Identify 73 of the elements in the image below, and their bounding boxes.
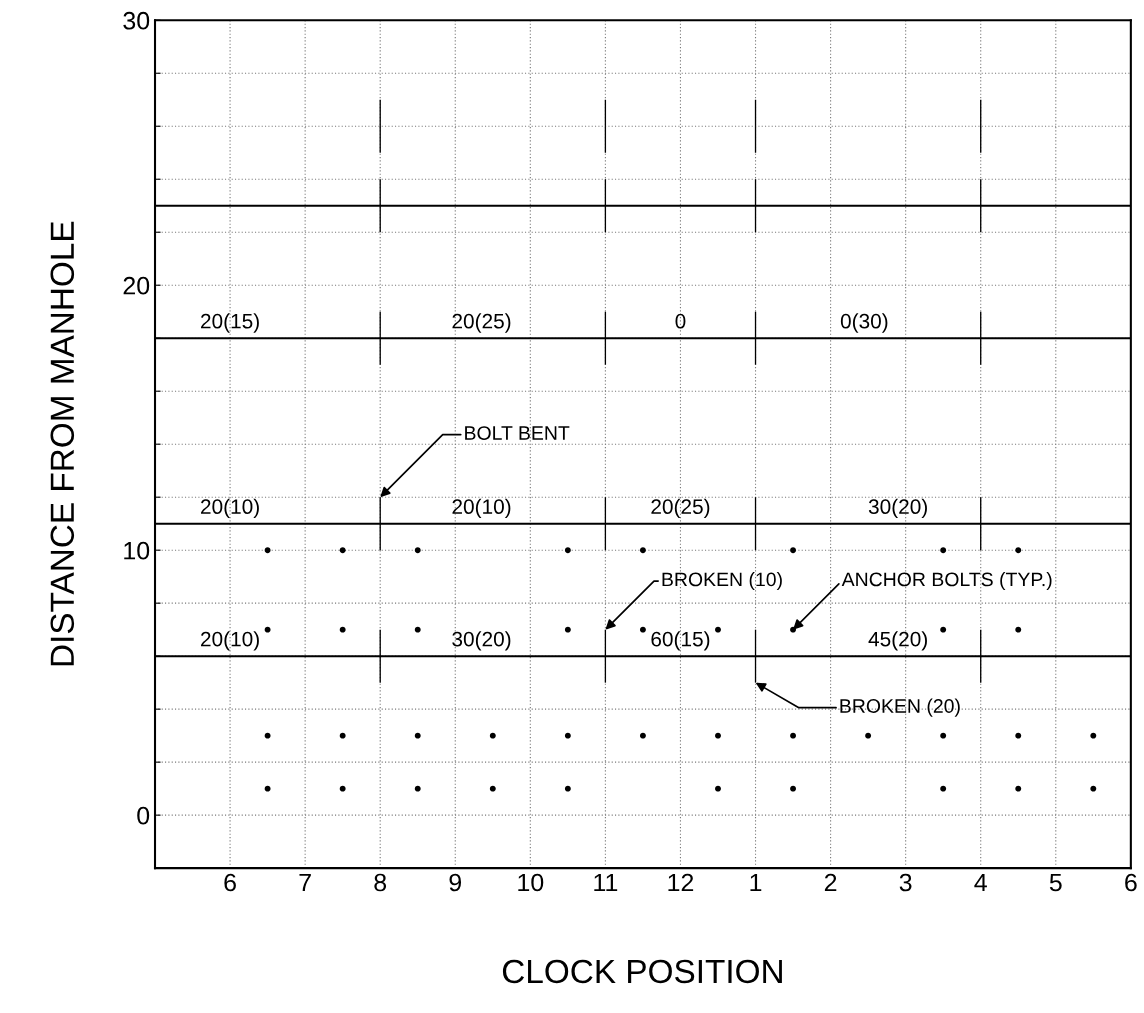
- point: [715, 732, 721, 739]
- x-tick-label: 4: [974, 873, 987, 892]
- point: [715, 626, 721, 633]
- y-axis-title: DISTANCE FROM MANHOLE: [50, 221, 75, 666]
- point: [715, 785, 721, 792]
- point: [1015, 732, 1022, 739]
- point: [639, 732, 646, 739]
- x-tick-label: 12: [668, 873, 694, 892]
- point: [414, 732, 421, 739]
- point: [1090, 785, 1097, 792]
- y-tick-label: 0: [137, 806, 150, 825]
- annotation: 20(10): [201, 631, 259, 651]
- point: [414, 547, 421, 554]
- point: [639, 626, 646, 633]
- annotation: BROKEN (10): [662, 572, 782, 591]
- point: [339, 626, 346, 633]
- x-tick-label: 6: [224, 873, 236, 892]
- x-axis-title: CLOCK POSITION: [502, 959, 782, 984]
- point: [1015, 547, 1022, 554]
- point: [564, 547, 571, 554]
- point: [564, 732, 571, 739]
- annotation: BOLT BENT: [465, 426, 570, 440]
- point: [489, 785, 496, 792]
- annotation: 45(20): [868, 631, 927, 651]
- point: [790, 785, 796, 792]
- point: [489, 732, 496, 739]
- point: [414, 785, 421, 792]
- point: [1015, 626, 1022, 633]
- x-tick-label: 2: [824, 873, 837, 892]
- x-tick-label: 3: [899, 873, 912, 892]
- annotation: 20(10): [452, 498, 511, 519]
- point: [339, 547, 346, 554]
- x-tick-label: 5: [1049, 873, 1062, 892]
- point: [339, 785, 346, 792]
- x-tick-label: 11: [594, 873, 618, 892]
- point: [940, 785, 947, 792]
- annotation: 20(10): [201, 498, 259, 519]
- point: [564, 626, 571, 633]
- annotation: 20(25): [651, 498, 710, 519]
- x-tick-label: 8: [374, 873, 387, 892]
- point: [865, 732, 872, 739]
- annotation: 0(30): [840, 313, 888, 333]
- x-tick-label: 6: [1125, 873, 1137, 892]
- annotation: 30(20): [868, 498, 927, 519]
- point: [264, 732, 271, 739]
- x-tick-label: 10: [518, 873, 544, 892]
- point: [339, 732, 346, 739]
- point: [940, 626, 947, 633]
- y-tick-label: 30: [123, 11, 150, 30]
- point: [264, 547, 271, 554]
- y-tick-label: 20: [123, 276, 150, 295]
- point: [940, 732, 947, 739]
- annotation: 20(25): [452, 313, 511, 333]
- annotation: 60(15): [651, 631, 710, 651]
- point: [264, 626, 271, 633]
- x-tick-label: 9: [449, 873, 462, 892]
- x-tick-label: 1: [750, 873, 762, 892]
- annotation: 0: [675, 313, 686, 329]
- point: [940, 547, 947, 554]
- point: [564, 785, 571, 792]
- point: [1015, 785, 1022, 792]
- point: [1090, 732, 1097, 739]
- annotation: 30(20): [452, 631, 511, 651]
- point: [264, 785, 271, 792]
- y-tick-label: 10: [124, 541, 150, 560]
- point: [790, 547, 796, 554]
- point: [790, 732, 796, 739]
- x-tick-label: 7: [299, 873, 311, 892]
- point: [414, 626, 421, 633]
- annotation: BROKEN (20): [840, 698, 960, 717]
- annotation: ANCHOR BOLTS (TYP.): [841, 572, 1052, 591]
- point: [639, 547, 646, 554]
- annotation: 20(15): [201, 313, 259, 333]
